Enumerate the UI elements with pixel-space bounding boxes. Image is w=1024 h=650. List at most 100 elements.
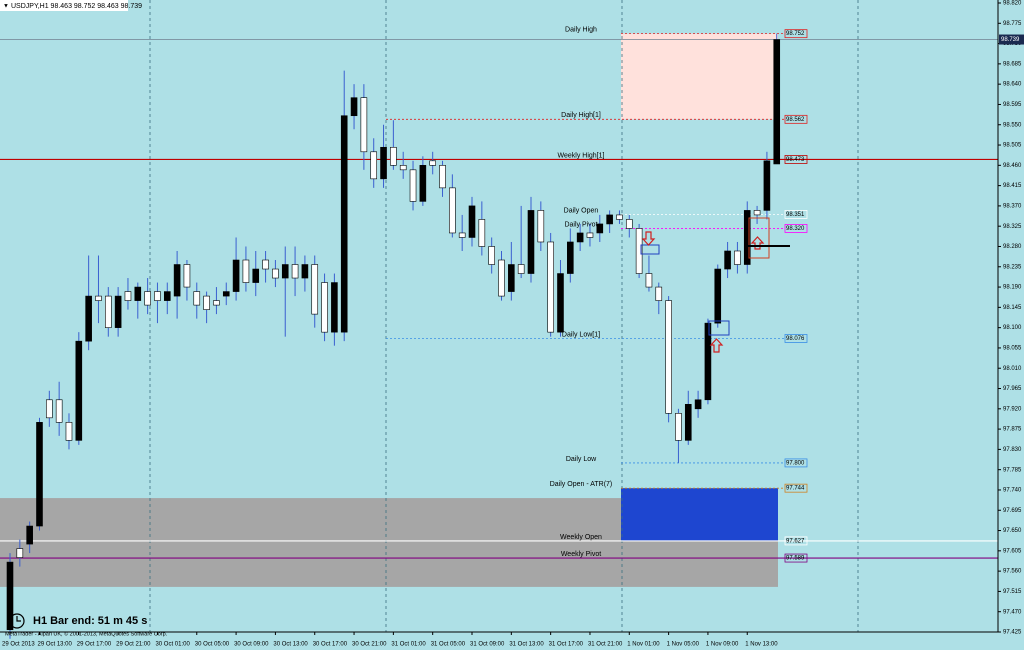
candle-body [242, 259, 250, 283]
sell-arrow [641, 231, 656, 246]
candle-body [46, 399, 53, 419]
y-tick-label: 98.325 [1003, 224, 1022, 230]
candle-body [753, 210, 761, 216]
candle-body [370, 151, 378, 180]
x-tick-label: 31 Oct 01:00 [391, 642, 426, 648]
signal-box [640, 244, 660, 255]
y-tick-label: 98.640 [1003, 82, 1022, 88]
candle-body [399, 165, 407, 171]
last-price-box [999, 34, 1024, 45]
y-tick-label: 98.505 [1003, 143, 1022, 149]
candle-body [222, 291, 230, 297]
candle-body [85, 295, 92, 342]
candle-body [262, 259, 269, 270]
signal-box [748, 217, 770, 259]
candle-body [331, 282, 338, 333]
candle-body [773, 39, 781, 165]
candle-body [576, 232, 584, 243]
bar-timer: H1 Bar end: 51 m 45 s [33, 615, 147, 627]
level-price: 98.752 [786, 31, 805, 37]
candle-body [36, 422, 43, 527]
candle-body [606, 214, 613, 225]
y-tick-label: 98.685 [1003, 61, 1022, 67]
x-tick-label: 1 Nov 13:00 [745, 642, 778, 648]
level-price-box [784, 334, 808, 343]
footer: MetaTrader - Alpari UK, © 2001-2013, Met… [5, 630, 168, 637]
x-tick-label: 31 Oct 21:00 [588, 642, 623, 648]
candle-body [124, 291, 132, 301]
candle-body [458, 232, 466, 238]
level-price-box [784, 483, 808, 493]
y-tick-label: 97.605 [1003, 548, 1022, 554]
candle-body [95, 295, 102, 301]
candle-body [65, 422, 73, 441]
y-tick-label: 98.460 [1003, 163, 1022, 169]
level-price: 98.076 [786, 336, 805, 342]
level-price-box [784, 536, 808, 546]
x-tick-label: 30 Oct 17:00 [313, 642, 348, 648]
level-name: Daily Low[1] [562, 331, 600, 338]
x-tick-label: 30 Oct 21:00 [352, 642, 387, 648]
y-tick-label: 97.425 [1003, 630, 1022, 636]
candle-body [439, 165, 446, 189]
level-price-box [784, 458, 808, 468]
y-tick-label: 97.830 [1003, 447, 1022, 453]
candle-body [468, 205, 476, 238]
candle-body [616, 214, 623, 220]
level-price-box [784, 114, 808, 124]
candle-body [429, 160, 436, 166]
y-tick-label: 97.650 [1003, 528, 1022, 534]
y-tick-label: 98.010 [1003, 366, 1022, 372]
level-name: Weekly Open [560, 534, 602, 541]
y-tick-label: 97.920 [1003, 406, 1022, 412]
clock-icon [9, 613, 25, 629]
level-name: Daily Open - ATR(7) [550, 481, 613, 488]
candle-body [252, 268, 260, 283]
candle-body [645, 273, 653, 288]
candle-body [55, 399, 63, 423]
y-tick-label: 97.695 [1003, 508, 1022, 514]
x-tick-label: 31 Oct 17:00 [549, 642, 584, 648]
candle-body [232, 259, 240, 292]
candle-body [684, 403, 692, 441]
candle-body [478, 219, 486, 247]
x-tick-label: 30 Oct 09:00 [234, 642, 269, 648]
candles [6, 33, 781, 639]
candle-body [193, 291, 201, 306]
level-name: Daily Pivot [564, 221, 597, 228]
candle-body [449, 187, 456, 234]
x-tick-label: 29 Oct 17:00 [77, 642, 112, 648]
level-price: 97.744 [786, 486, 805, 492]
candle-body [635, 228, 643, 274]
y-tick-label: 98.145 [1003, 305, 1022, 311]
candle-body [655, 286, 663, 301]
y-tick-label: 97.560 [1003, 569, 1022, 575]
menu-arrow[interactable]: ▼ [3, 4, 9, 10]
level-name: Weekly Pivot [561, 551, 601, 558]
candle-body [26, 525, 33, 545]
candle-body [675, 413, 682, 441]
candle-body [281, 264, 289, 279]
buy-arrow [750, 236, 765, 250]
candle-body [360, 97, 368, 153]
y-tick-label: 98.190 [1003, 285, 1022, 291]
candle-body [154, 291, 161, 301]
y-axis-labels: 97.425 97.470 97.515 97.560 97.605 97.650 97.6… [998, 1, 1024, 636]
y-tick-label: 98.415 [1003, 183, 1022, 189]
x-tick-label: 29 Oct 2013 [2, 642, 35, 648]
signal-box [708, 320, 730, 336]
candle-body [301, 264, 309, 279]
candle-body [694, 399, 702, 410]
candle-body [498, 259, 505, 297]
candle-body [409, 169, 417, 202]
level-name: Daily High [565, 27, 597, 34]
candle-body [105, 295, 112, 328]
candle-body [488, 246, 495, 265]
x-tick-label: 30 Oct 13:00 [273, 642, 308, 648]
candle-body [163, 291, 171, 301]
y-tick-label: 98.370 [1003, 203, 1022, 209]
candle-body [527, 210, 535, 274]
candle-body [419, 165, 427, 202]
candle-body [6, 561, 14, 631]
